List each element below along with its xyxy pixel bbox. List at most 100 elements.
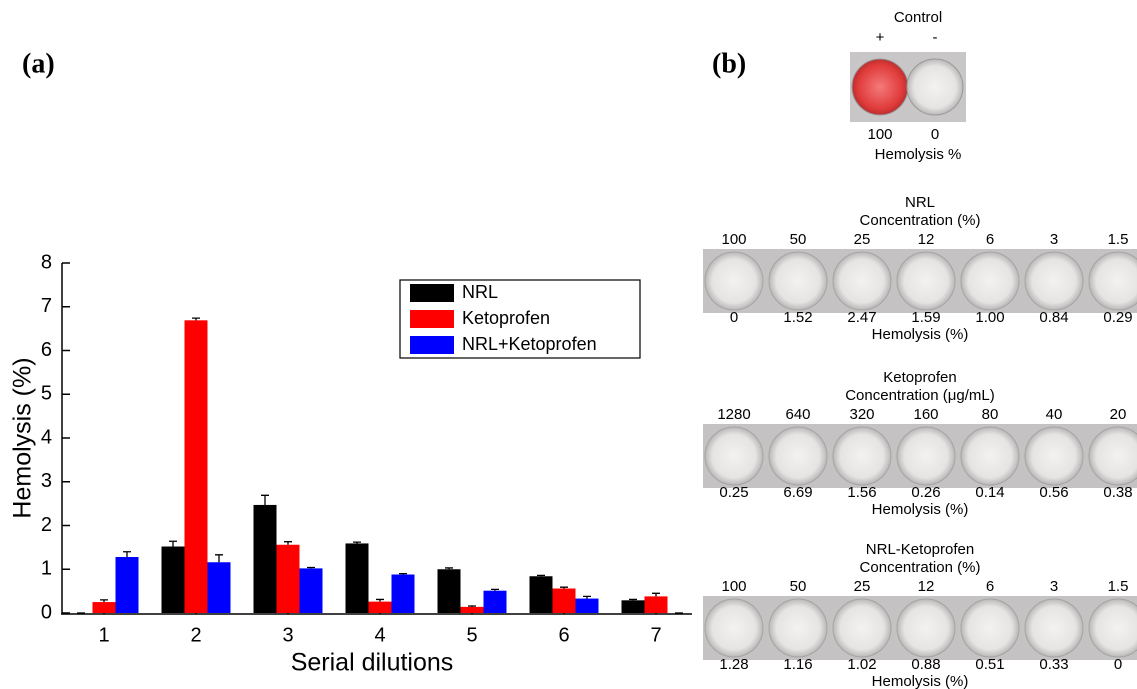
bar <box>644 596 668 613</box>
error-bar <box>560 586 568 589</box>
bar <box>253 504 277 613</box>
error-bar <box>169 540 177 547</box>
legend-swatch <box>410 310 454 328</box>
error-bar <box>445 567 453 570</box>
bar <box>276 544 300 613</box>
well <box>1024 426 1084 486</box>
x-tick-label: 6 <box>558 624 569 646</box>
bar <box>621 600 645 613</box>
concentration: 25 <box>854 578 871 595</box>
control-title: Control <box>894 9 942 26</box>
hemolysis-value: 0.29 <box>1103 309 1132 326</box>
hemolysis-value: 0.88 <box>911 656 940 673</box>
error-bar <box>629 598 637 601</box>
x-tick-label: 1 <box>98 624 109 646</box>
well <box>768 251 828 311</box>
concentration: 12 <box>918 578 935 595</box>
error-bar <box>583 595 591 599</box>
hemolysis-value: 0.56 <box>1039 484 1068 501</box>
well <box>704 598 764 658</box>
well <box>1088 598 1137 658</box>
concentration: 1.5 <box>1108 231 1129 248</box>
y-tick-label: 5 <box>41 383 52 405</box>
hemolysis-value: 1.02 <box>847 656 876 673</box>
concentration: 50 <box>790 578 807 595</box>
strip-caption: Hemolysis (%) <box>872 673 969 689</box>
panel-label: (b) <box>712 48 746 79</box>
bar <box>92 602 116 613</box>
error-bar <box>468 605 476 607</box>
panel-label: (a) <box>22 48 55 79</box>
bar <box>368 601 392 613</box>
hemolysis-value: 0 <box>730 309 738 326</box>
y-tick-label: 3 <box>41 470 52 492</box>
control-value: 100 <box>867 126 892 143</box>
well <box>1024 251 1084 311</box>
bar <box>299 568 323 613</box>
hemolysis-value: 6.69 <box>783 484 812 501</box>
bar <box>184 320 208 613</box>
bar <box>161 546 185 613</box>
y-tick-label: 1 <box>41 558 52 580</box>
y-tick-label: 4 <box>41 426 52 448</box>
error-bar <box>261 494 269 505</box>
x-tick-label: 4 <box>374 624 385 646</box>
hemolysis-value: 1.56 <box>847 484 876 501</box>
well <box>832 426 892 486</box>
well <box>896 598 956 658</box>
error-bar <box>376 598 384 602</box>
well <box>768 598 828 658</box>
well <box>704 251 764 311</box>
control-sign: + <box>876 29 885 46</box>
concentration: 640 <box>785 406 810 423</box>
strip-subtitle: Concentration (%) <box>860 212 981 229</box>
bar <box>345 543 369 613</box>
error-bar <box>537 574 545 577</box>
bar <box>552 588 576 613</box>
bar <box>115 557 139 613</box>
error-bar <box>652 592 660 597</box>
error-bar <box>399 572 407 575</box>
bar <box>575 598 599 613</box>
concentration: 12 <box>918 231 935 248</box>
well <box>896 251 956 311</box>
x-tick-label: 5 <box>466 624 477 646</box>
hemolysis-value: 0 <box>1114 656 1122 673</box>
x-axis-label: Serial dilutions <box>291 649 454 677</box>
x-tick-label: 3 <box>282 624 293 646</box>
concentration: 160 <box>913 406 938 423</box>
legend-label: Ketoprofen <box>462 308 550 328</box>
x-tick-label: 2 <box>190 624 201 646</box>
y-tick-label: 6 <box>41 339 52 361</box>
concentration: 25 <box>854 231 871 248</box>
well <box>832 598 892 658</box>
hemolysis-value: 0.25 <box>719 484 748 501</box>
strip-caption: Hemolysis (%) <box>872 501 969 518</box>
hemolysis-value: 0.26 <box>911 484 940 501</box>
legend-swatch <box>410 284 454 302</box>
well <box>960 598 1020 658</box>
y-tick-label: 8 <box>41 251 52 273</box>
strip-subtitle: Concentration (μg/mL) <box>845 387 995 404</box>
concentration: 50 <box>790 231 807 248</box>
well <box>1088 251 1137 311</box>
concentration: 3 <box>1050 231 1058 248</box>
bar <box>207 562 231 613</box>
hemolysis-value: 1.59 <box>911 309 940 326</box>
hemolysis-value: 1.28 <box>719 656 748 673</box>
well <box>960 251 1020 311</box>
legend-swatch <box>410 336 454 354</box>
hemolysis-value: 1.16 <box>783 656 812 673</box>
strip-title: Ketoprofen <box>883 369 956 386</box>
well <box>768 426 828 486</box>
concentration: 100 <box>721 578 746 595</box>
concentration: 20 <box>1110 406 1127 423</box>
error-bar <box>307 566 315 569</box>
concentration: 40 <box>1046 406 1063 423</box>
error-bar <box>353 541 361 544</box>
x-tick-label: 7 <box>650 624 661 646</box>
concentration: 100 <box>721 231 746 248</box>
concentration: 1.5 <box>1108 578 1129 595</box>
strip-title: NRL <box>905 194 935 211</box>
bar <box>460 606 484 613</box>
